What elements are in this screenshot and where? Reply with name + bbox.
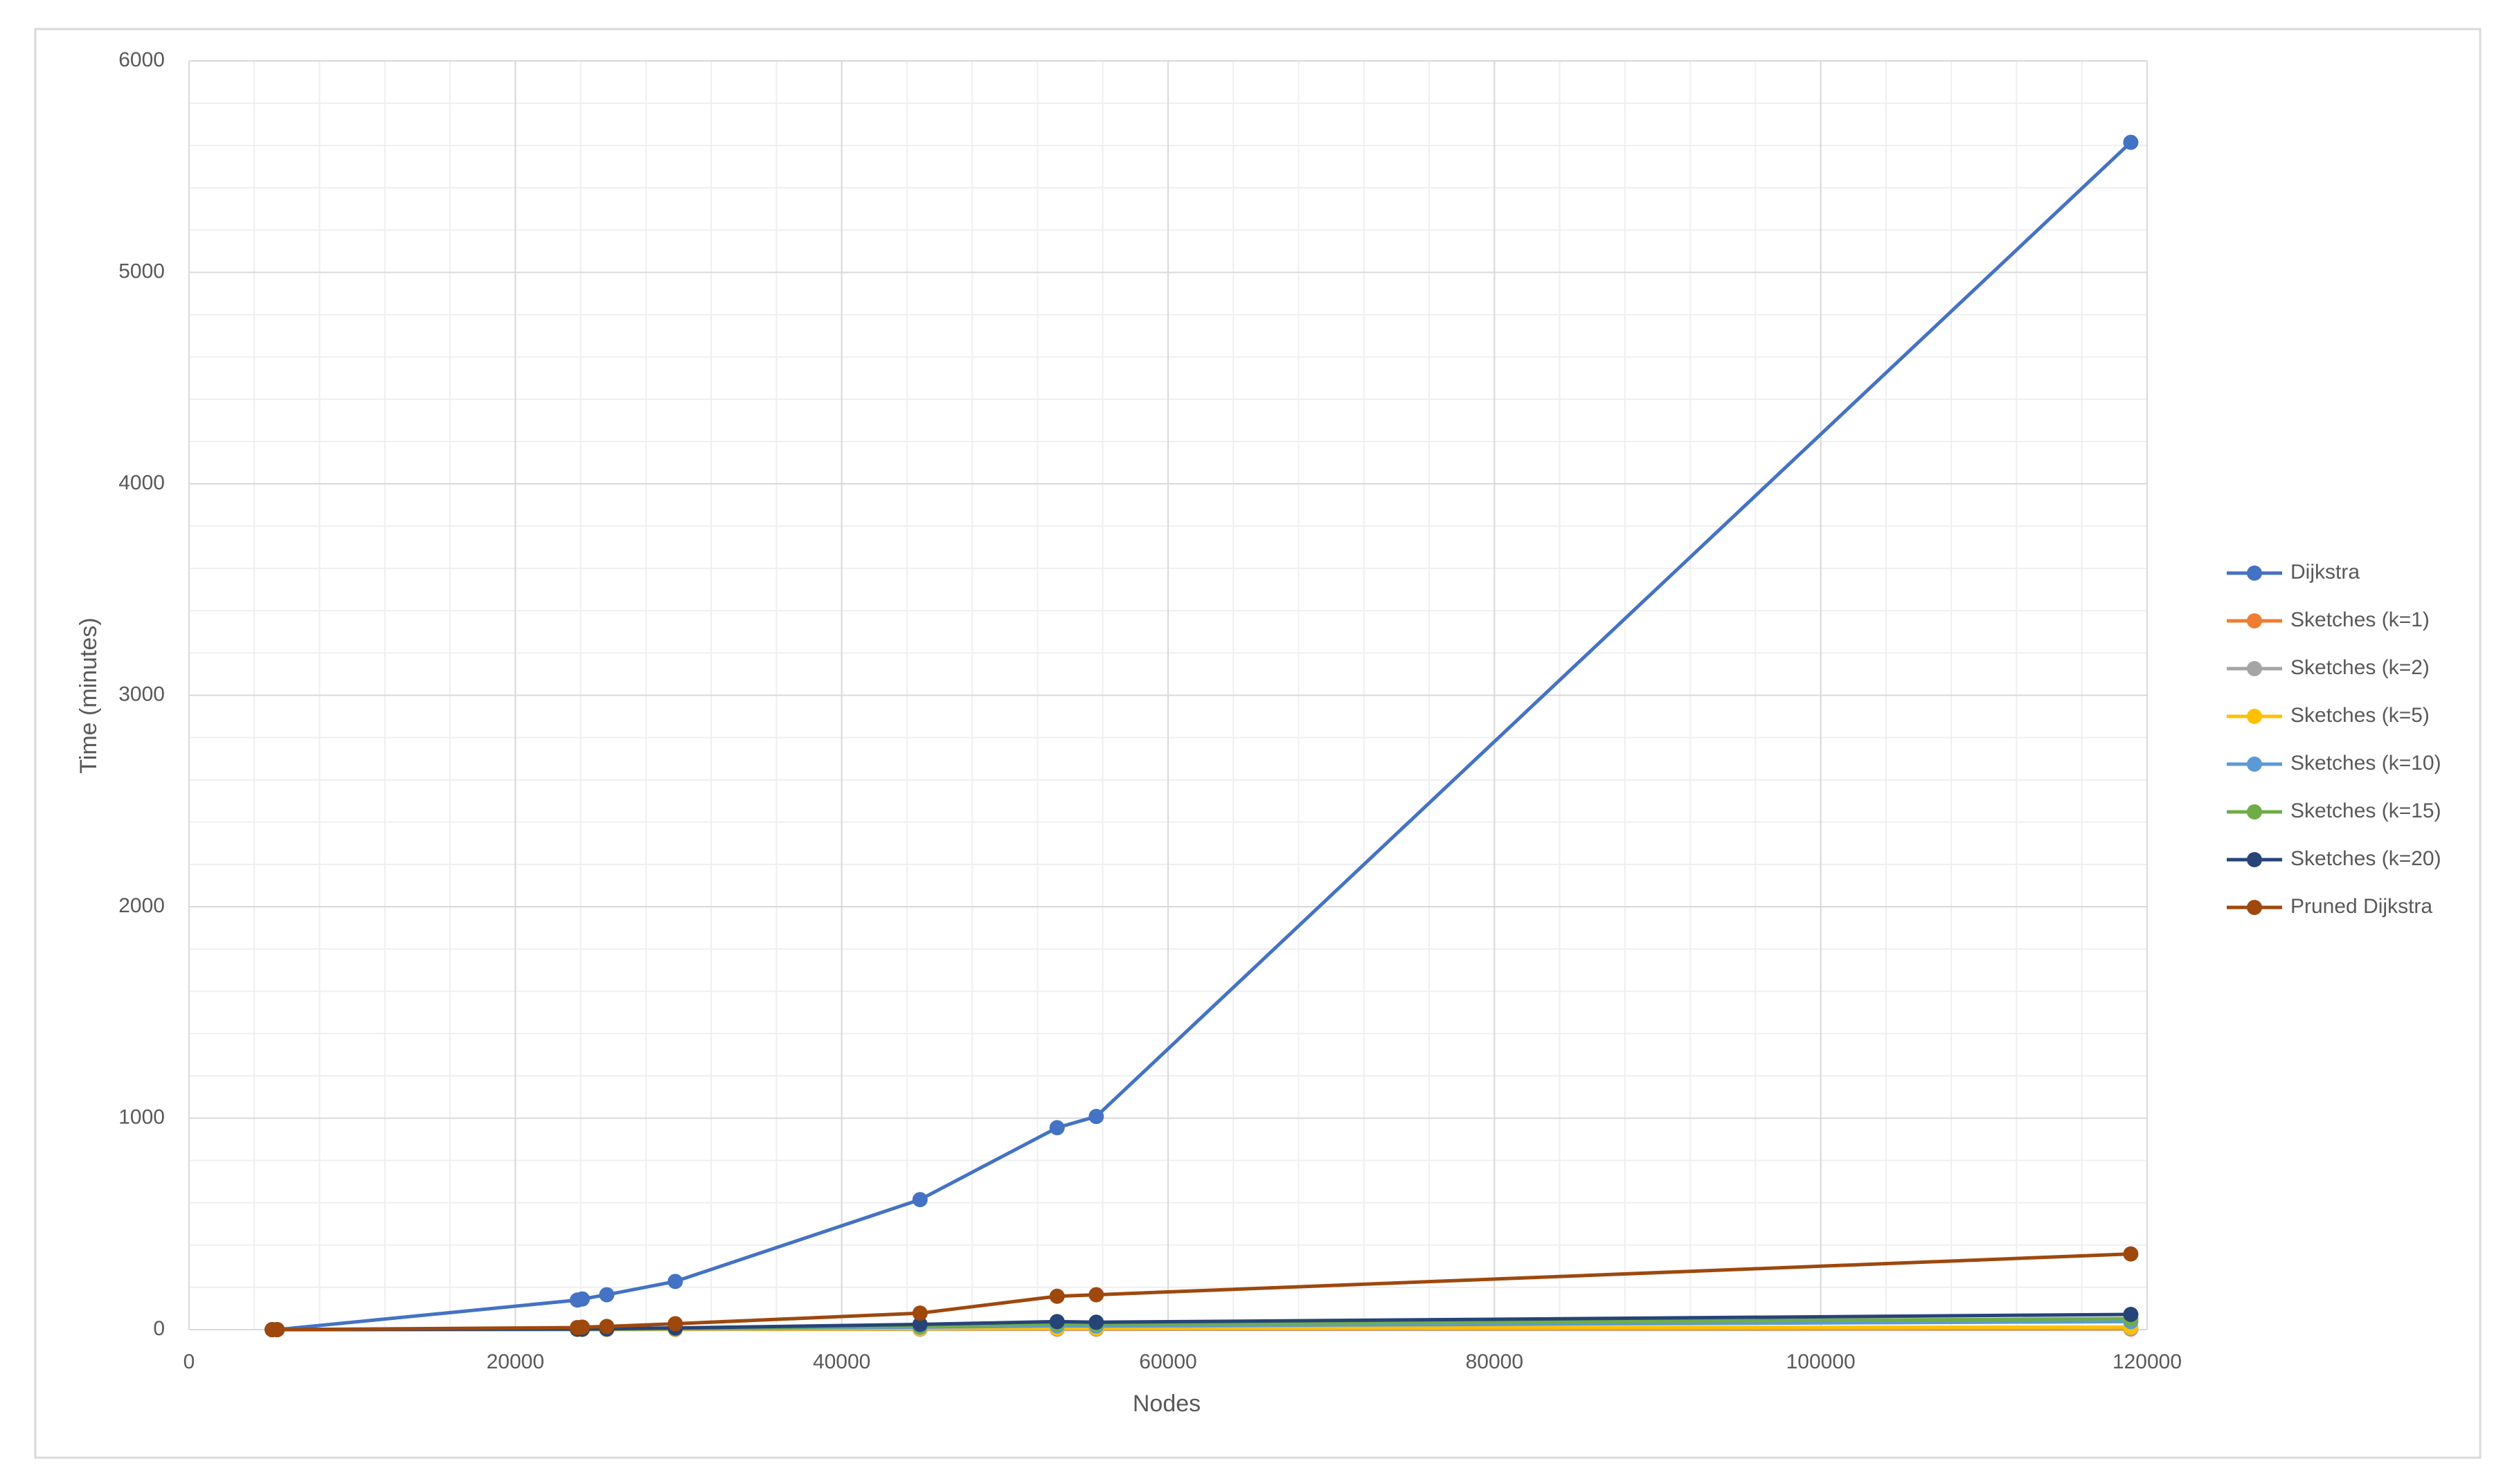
x-tick-label: 80000 — [1466, 1350, 1523, 1373]
y-axis-label: Time (minutes) — [75, 617, 102, 773]
legend-label: Sketches (k=5) — [2290, 704, 2430, 727]
x-tick-label: 60000 — [1139, 1350, 1196, 1373]
legend-swatch — [2247, 661, 2262, 676]
data-point — [1088, 1314, 1104, 1330]
legend-swatch — [2247, 852, 2262, 867]
legend-label: Sketches (k=15) — [2290, 799, 2441, 822]
y-tick-label: 6000 — [118, 48, 165, 71]
chart-border — [34, 28, 2482, 1459]
x-tick-label: 20000 — [487, 1350, 544, 1373]
legend-label: Sketches (k=2) — [2290, 656, 2430, 679]
data-point — [667, 1274, 683, 1290]
x-tick-label: 0 — [183, 1350, 195, 1373]
data-point — [912, 1192, 928, 1208]
y-tick-label: 5000 — [118, 260, 165, 282]
data-point — [1049, 1314, 1065, 1330]
data-point — [2123, 134, 2139, 150]
legend-swatch — [2247, 565, 2262, 581]
data-point — [599, 1319, 615, 1334]
legend-label: Sketches (k=1) — [2290, 608, 2430, 631]
legend-label: Dijkstra — [2290, 561, 2360, 583]
data-point — [2123, 1246, 2139, 1262]
legend-swatch — [2247, 804, 2262, 820]
y-tick-label: 4000 — [118, 471, 165, 494]
series-line — [272, 1252, 2131, 1332]
x-tick-label: 120000 — [2112, 1350, 2182, 1373]
x-tick-label: 40000 — [813, 1350, 870, 1373]
legend-label: Sketches (k=10) — [2290, 752, 2441, 775]
data-point — [574, 1291, 590, 1307]
y-tick-label: 1000 — [118, 1105, 165, 1128]
data-point — [1088, 1109, 1104, 1125]
data-point — [599, 1287, 615, 1303]
data-point — [269, 1322, 285, 1337]
legend-label: Sketches (k=20) — [2290, 847, 2441, 870]
data-point — [1049, 1288, 1065, 1304]
legend-label: Pruned Dijkstra — [2290, 895, 2432, 918]
data-point — [667, 1316, 683, 1332]
legend-swatch — [2247, 709, 2262, 724]
data-point — [574, 1319, 590, 1335]
data-point — [1049, 1120, 1065, 1136]
data-point — [912, 1305, 928, 1321]
legend-swatch — [2247, 757, 2262, 772]
data-point — [2123, 1307, 2139, 1323]
data-point — [912, 1316, 928, 1332]
y-tick-label: 2000 — [118, 894, 165, 917]
x-axis-label: Nodes — [1133, 1391, 1201, 1417]
y-tick-label: 3000 — [118, 682, 165, 705]
series-line — [272, 141, 2133, 1332]
legend-swatch — [2247, 900, 2262, 915]
y-tick-label: 0 — [153, 1317, 165, 1340]
x-tick-label: 100000 — [1786, 1350, 1856, 1373]
legend-swatch — [2247, 613, 2262, 628]
data-point — [1088, 1287, 1104, 1303]
